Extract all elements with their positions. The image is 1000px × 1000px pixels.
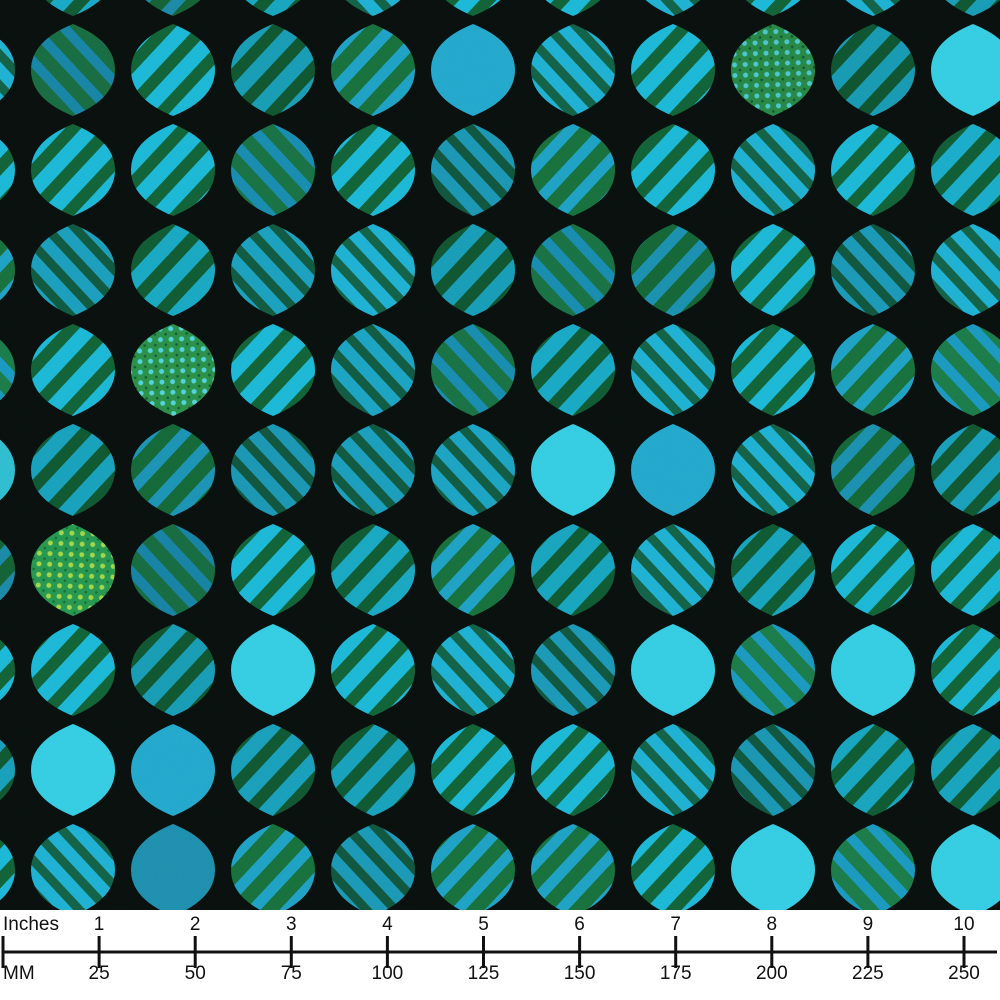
svg-text:250: 250 xyxy=(948,963,980,984)
svg-text:125: 125 xyxy=(468,963,500,984)
svg-text:2: 2 xyxy=(190,914,201,935)
svg-text:225: 225 xyxy=(852,963,884,984)
svg-text:Inches: Inches xyxy=(3,914,59,935)
svg-text:3: 3 xyxy=(286,914,297,935)
svg-text:50: 50 xyxy=(185,963,206,984)
svg-text:100: 100 xyxy=(372,963,404,984)
svg-text:10: 10 xyxy=(953,914,974,935)
svg-text:8: 8 xyxy=(767,914,778,935)
svg-text:25: 25 xyxy=(89,963,110,984)
svg-text:6: 6 xyxy=(574,914,585,935)
svg-text:175: 175 xyxy=(660,963,692,984)
svg-text:75: 75 xyxy=(281,963,302,984)
svg-text:150: 150 xyxy=(564,963,596,984)
svg-text:1: 1 xyxy=(94,914,105,935)
svg-text:7: 7 xyxy=(670,914,681,935)
svg-text:200: 200 xyxy=(756,963,788,984)
svg-text:9: 9 xyxy=(863,914,874,935)
svg-text:MM: MM xyxy=(3,963,35,984)
svg-text:4: 4 xyxy=(382,914,393,935)
svg-text:5: 5 xyxy=(478,914,489,935)
